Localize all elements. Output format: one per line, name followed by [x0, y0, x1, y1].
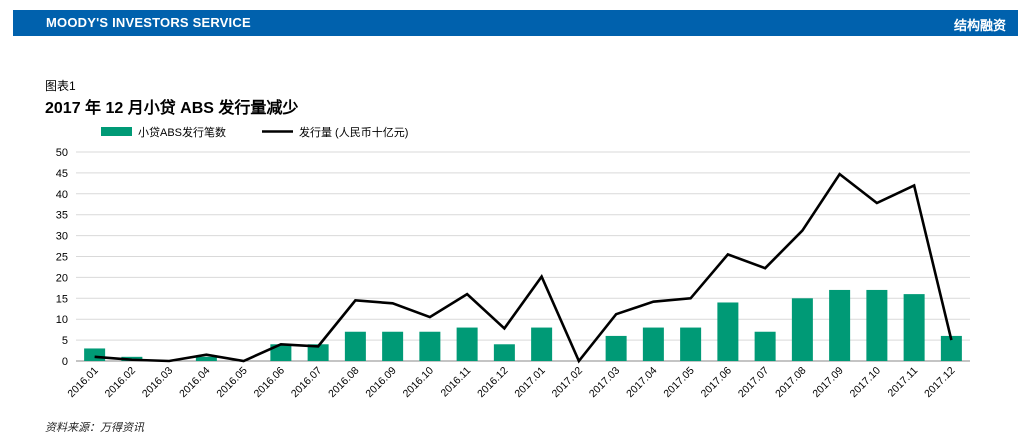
x-tick-label: 2016.08 — [326, 365, 361, 400]
y-axis-ticks: 0 5 10 15 20 25 30 35 40 45 50 — [56, 147, 68, 368]
bar — [642, 327, 664, 361]
figure-label: 图表1 — [45, 79, 76, 93]
x-tick-label: 2016.12 — [475, 365, 510, 400]
figure-title: 2017 年 12 月小贷 ABS 发行量减少 — [45, 100, 299, 117]
bar — [717, 302, 739, 361]
y-tick-label: 15 — [56, 293, 68, 305]
x-tick-label: 2017.08 — [773, 365, 808, 400]
bar — [307, 344, 329, 361]
bar — [754, 331, 776, 361]
bar — [866, 289, 888, 361]
bar — [531, 327, 553, 361]
x-tick-label: 2017.02 — [550, 365, 585, 400]
y-tick-label: 25 — [56, 252, 68, 264]
bar — [940, 335, 962, 361]
y-tick-label: 40 — [56, 189, 68, 201]
y-tick-label: 0 — [62, 356, 68, 368]
bar — [344, 331, 366, 361]
bar — [680, 327, 702, 361]
source-note: 资料来源：万得资讯 — [45, 422, 144, 434]
x-tick-label: 2017.09 — [810, 365, 845, 400]
x-tick-label: 2017.03 — [587, 365, 622, 400]
x-tick-label: 2017.07 — [736, 365, 771, 400]
y-tick-label: 45 — [56, 168, 68, 180]
bar — [456, 327, 478, 361]
x-tick-label: 2017.06 — [699, 365, 734, 400]
bar — [419, 331, 441, 361]
x-tick-label: 2017.12 — [922, 365, 957, 400]
bar — [605, 335, 627, 361]
y-tick-label: 30 — [56, 231, 68, 243]
legend-bar-swatch — [101, 127, 132, 136]
x-tick-label: 2016.09 — [363, 365, 398, 400]
legend-bar-label: 小贷ABS发行笔数 — [138, 125, 226, 139]
x-tick-label: 2016.07 — [289, 365, 324, 400]
y-tick-label: 50 — [56, 147, 68, 159]
x-tick-label: 2016.06 — [252, 365, 287, 400]
bar — [829, 289, 851, 361]
y-tick-label: 10 — [56, 314, 68, 326]
line-series — [94, 172, 953, 364]
bar — [903, 294, 925, 361]
bar-series — [84, 289, 962, 361]
legend: 小贷ABS发行笔数 发行量 (人民币十亿元) — [101, 125, 408, 139]
bar — [493, 344, 515, 361]
legend-line-label: 发行量 (人民币十亿元) — [299, 125, 408, 139]
bar — [270, 344, 292, 361]
x-tick-label: 2017.10 — [848, 365, 883, 400]
x-tick-label: 2016.10 — [401, 365, 436, 400]
bar — [84, 348, 106, 361]
bar — [791, 298, 813, 361]
x-tick-label: 2017.05 — [661, 365, 696, 400]
x-tick-label: 2016.05 — [214, 365, 249, 400]
y-tick-label: 5 — [62, 335, 68, 347]
x-tick-label: 2017.11 — [885, 365, 920, 400]
brand-name: MOODY'S INVESTORS SERVICE — [46, 15, 251, 30]
x-tick-label: 2016.03 — [140, 365, 175, 400]
x-tick-label: 2017.04 — [624, 365, 659, 400]
grid-lines — [76, 151, 970, 362]
section-label: 结构融资 — [953, 18, 1006, 33]
x-tick-label: 2016.02 — [103, 365, 138, 400]
x-tick-label: 2017.01 — [512, 365, 547, 400]
header-banner: MOODY'S INVESTORS SERVICE 结构融资 — [13, 10, 1018, 36]
x-tick-label: 2016.01 — [65, 365, 100, 400]
bar — [195, 356, 217, 361]
x-tick-label: 2016.11 — [438, 365, 473, 400]
x-tick-label: 2016.04 — [177, 365, 212, 400]
series-line — [94, 172, 953, 364]
y-tick-label: 20 — [56, 272, 68, 284]
y-tick-label: 35 — [56, 210, 68, 222]
x-axis-ticks: 2016.01 2016.02 2016.03 2016.04 2016.05 2016.… — [65, 365, 957, 400]
bar — [382, 331, 404, 361]
